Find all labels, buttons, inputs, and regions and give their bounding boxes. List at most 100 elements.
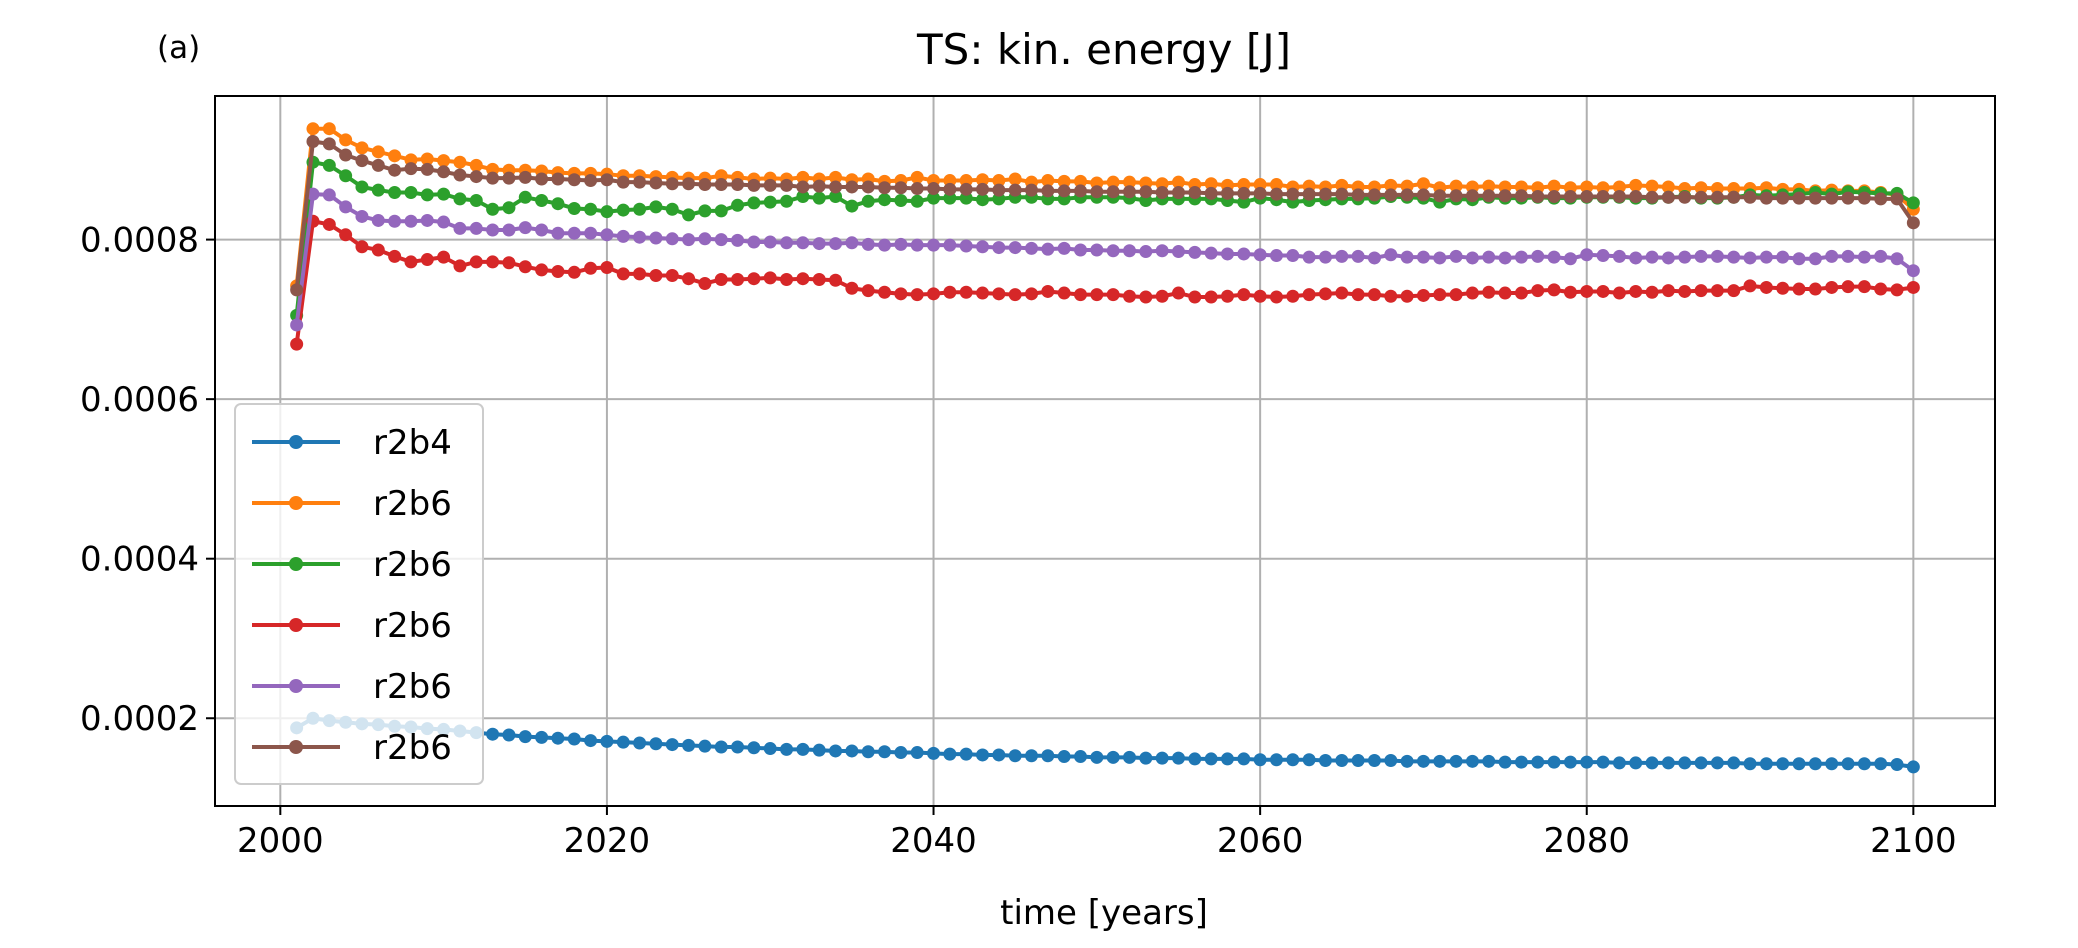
data-point	[633, 230, 647, 244]
data-point	[616, 229, 630, 243]
data-point	[1384, 188, 1398, 202]
data-point	[1139, 751, 1153, 765]
data-point	[1416, 188, 1430, 202]
data-point	[1351, 754, 1365, 768]
data-point	[747, 272, 761, 286]
data-point	[1841, 280, 1855, 294]
data-point	[1498, 189, 1512, 203]
data-point	[976, 286, 990, 300]
data-point	[682, 738, 696, 752]
data-point	[1580, 284, 1594, 298]
data-point	[1400, 250, 1414, 264]
y-tick-label: 0.0006	[80, 380, 199, 420]
data-point	[1694, 756, 1708, 770]
data-point	[1171, 751, 1185, 765]
data-point	[339, 133, 353, 147]
data-point	[306, 134, 320, 148]
data-point	[355, 209, 369, 223]
data-point	[518, 190, 532, 204]
data-point	[1678, 284, 1692, 298]
data-point	[567, 265, 581, 279]
data-point	[469, 194, 483, 208]
data-point	[682, 177, 696, 191]
data-point	[1253, 248, 1267, 262]
data-point	[1416, 250, 1430, 264]
data-point	[943, 182, 957, 196]
data-point	[1220, 247, 1234, 261]
data-point	[1874, 249, 1888, 263]
data-point	[878, 285, 892, 299]
data-point	[1792, 252, 1806, 266]
data-point	[567, 173, 581, 187]
data-point	[829, 190, 843, 204]
data-point	[600, 205, 614, 219]
data-point	[812, 179, 826, 193]
data-point	[878, 745, 892, 759]
data-point	[1074, 750, 1087, 764]
data-point	[1106, 750, 1120, 764]
data-point	[845, 744, 859, 758]
data-point	[1596, 755, 1610, 769]
data-point	[306, 122, 320, 136]
data-point	[665, 268, 679, 282]
data-point	[1906, 280, 1920, 294]
data-point	[1025, 287, 1039, 301]
data-point	[1123, 289, 1136, 303]
data-point	[1874, 282, 1888, 296]
data-point	[502, 223, 516, 237]
data-point	[633, 267, 647, 281]
data-point	[1335, 754, 1349, 768]
data-point	[796, 190, 810, 204]
data-point	[1025, 241, 1039, 255]
data-point	[600, 173, 614, 187]
data-point	[1123, 175, 1136, 189]
data-point	[322, 122, 336, 136]
legend-item: r2b6	[252, 606, 452, 646]
data-point	[1759, 280, 1773, 294]
data-point	[469, 170, 483, 184]
data-point	[1743, 279, 1757, 293]
data-point	[1841, 249, 1855, 263]
data-point	[1743, 251, 1757, 265]
data-point	[1694, 181, 1708, 195]
data-point	[551, 265, 565, 279]
data-point	[486, 727, 500, 741]
data-point	[633, 736, 647, 750]
data-point	[355, 180, 369, 194]
data-point	[1253, 289, 1267, 303]
data-point	[1678, 250, 1692, 264]
data-point	[943, 285, 957, 299]
data-point	[486, 202, 500, 216]
data-point	[1514, 286, 1528, 300]
data-point	[1612, 286, 1626, 300]
data-point	[747, 196, 761, 210]
data-point	[780, 178, 794, 192]
data-point	[1204, 246, 1218, 260]
data-point	[731, 740, 745, 754]
data-point	[535, 172, 549, 186]
data-point	[829, 744, 843, 758]
data-point	[388, 149, 402, 163]
data-point	[1171, 175, 1185, 189]
data-point	[1792, 191, 1806, 205]
data-point	[404, 162, 418, 176]
data-point	[1580, 190, 1594, 204]
data-point	[1449, 754, 1463, 768]
data-point	[812, 743, 826, 757]
data-point	[339, 200, 353, 214]
x-tick-label: 2100	[1870, 821, 1957, 861]
data-point	[453, 168, 467, 182]
data-point	[976, 240, 990, 254]
data-point	[1318, 287, 1332, 301]
data-point	[290, 283, 304, 297]
data-point	[437, 250, 451, 264]
data-point	[1106, 288, 1120, 302]
data-point	[1743, 757, 1757, 771]
data-point	[1727, 756, 1741, 770]
data-point	[1106, 185, 1120, 199]
data-point	[714, 272, 728, 286]
data-point	[1482, 754, 1496, 768]
data-point	[1367, 251, 1381, 265]
data-point	[1008, 172, 1022, 186]
legend-label: r2b6	[373, 728, 452, 768]
